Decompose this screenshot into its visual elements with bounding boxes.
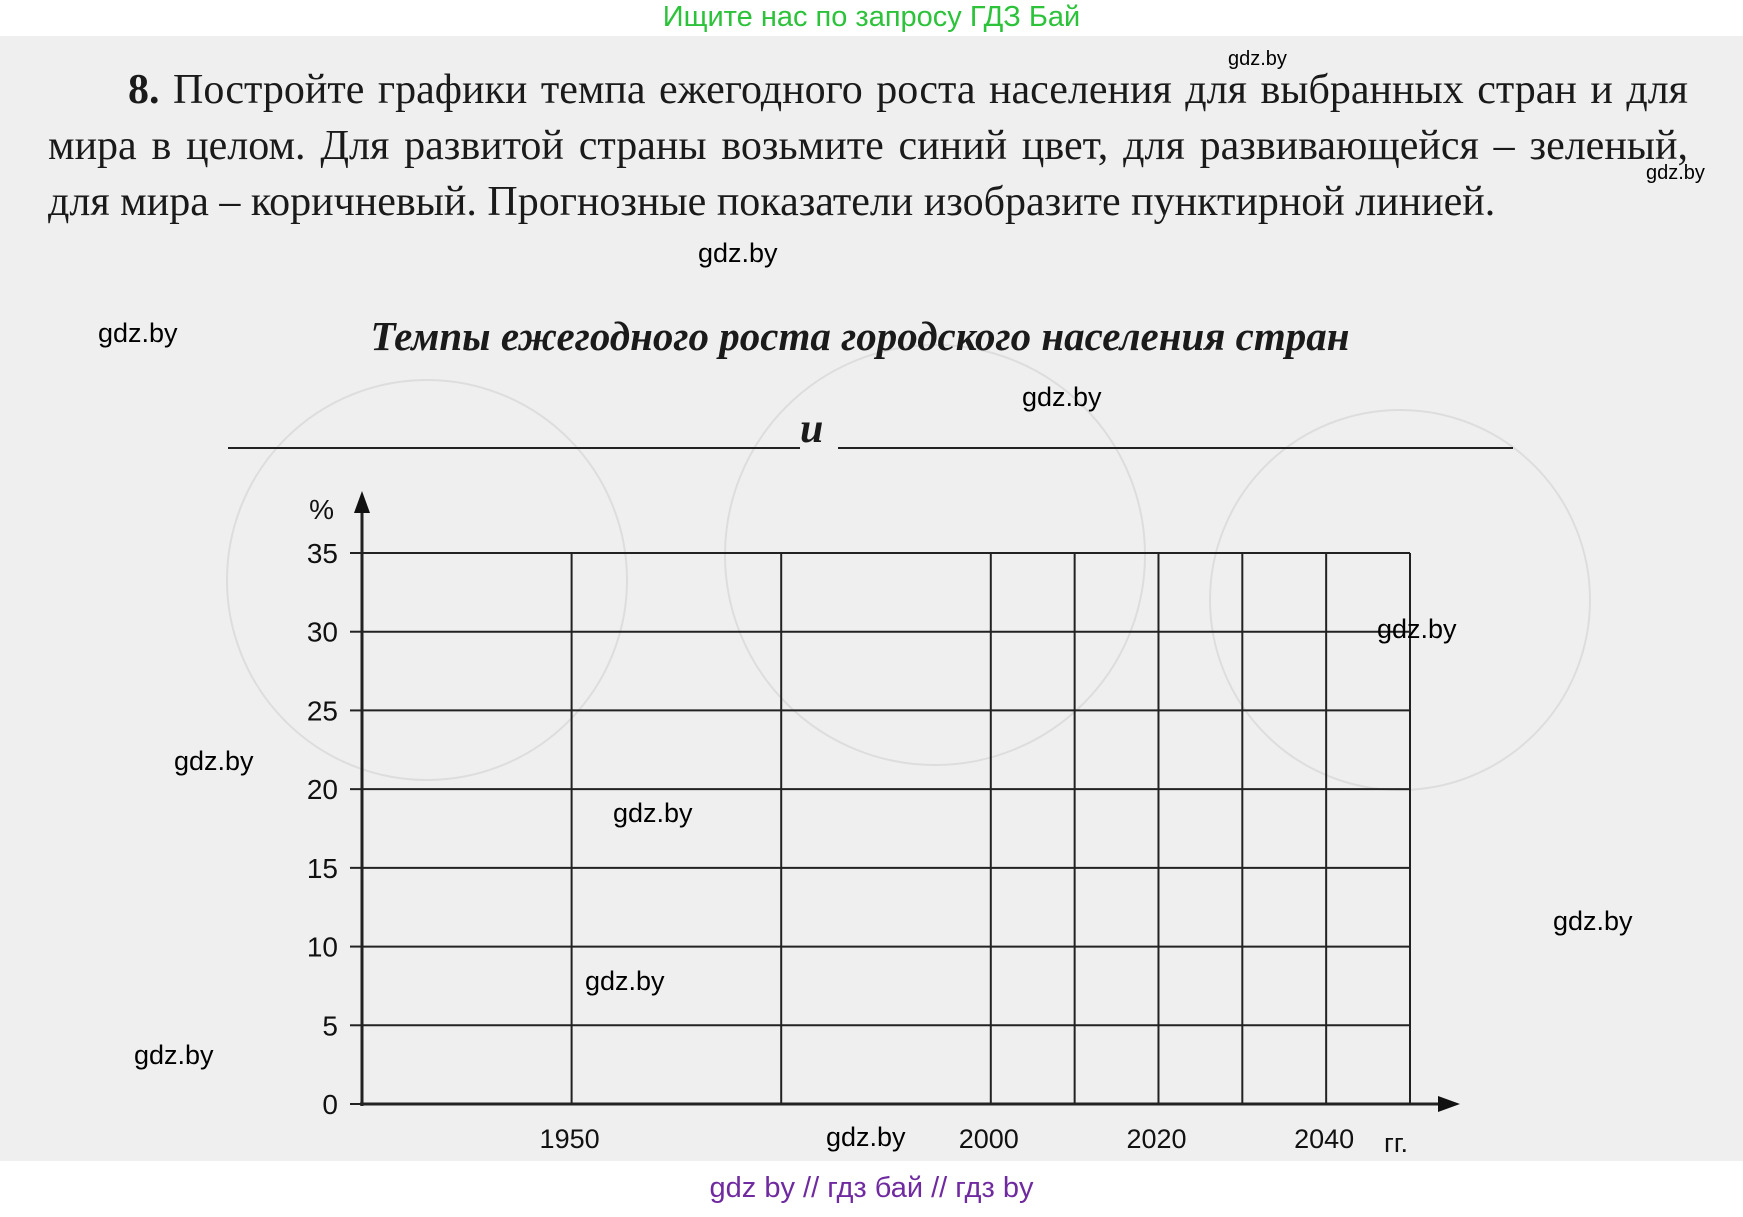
watermark[interactable]: gdz.by xyxy=(613,798,693,828)
y-tick-label: 35 xyxy=(307,538,338,569)
watermark[interactable]: gdz.by xyxy=(1553,906,1633,936)
watermark[interactable]: gdz.by xyxy=(1646,162,1705,184)
bottom-banner[interactable]: gdz by // гдз бай // гдз by xyxy=(709,1172,1034,1204)
x-tick-label: 2000 xyxy=(959,1124,1019,1154)
watermark[interactable]: gdz.by xyxy=(1022,382,1102,412)
task-paragraph: 8. Постройте графики темпа ежегодного ро… xyxy=(48,62,1688,230)
y-tick-label: 0 xyxy=(322,1089,338,1120)
task-text: Постройте графики темпа ежегодного роста… xyxy=(48,67,1688,225)
watermark[interactable]: gdz.by xyxy=(698,238,778,268)
y-axis-arrow xyxy=(354,491,370,513)
watermark[interactable]: gdz.by xyxy=(134,1040,214,1070)
y-tick-label: 25 xyxy=(307,695,338,726)
y-tick-label: 30 xyxy=(307,617,338,648)
chart-title: Темпы ежегодного роста городского населе… xyxy=(370,313,1350,359)
x-axis-arrow xyxy=(1438,1096,1460,1112)
y-tick-label: 10 xyxy=(307,932,338,963)
watermark[interactable]: gdz.by xyxy=(174,746,254,776)
watermark[interactable]: gdz.by xyxy=(585,966,665,996)
watermark[interactable]: gdz.by xyxy=(1228,48,1287,70)
x-tick-label: 2040 xyxy=(1294,1124,1354,1154)
top-banner[interactable]: Ищите нас по запросу ГДЗ Бай xyxy=(662,1,1081,33)
watermark[interactable]: gdz.by xyxy=(1377,614,1457,644)
fill-in-line-left[interactable] xyxy=(228,447,800,449)
y-tick-label: 15 xyxy=(307,853,338,884)
watermark[interactable]: gdz.by xyxy=(826,1122,906,1152)
y-tick-label: 20 xyxy=(307,774,338,805)
x-axis-unit: гг. xyxy=(1384,1128,1408,1158)
conjunction-and: и xyxy=(800,406,824,452)
task-number: 8. xyxy=(128,67,160,113)
watermark[interactable]: gdz.by xyxy=(98,318,178,348)
fill-in-line-right[interactable] xyxy=(838,447,1513,449)
y-tick-label: 5 xyxy=(322,1010,338,1041)
x-tick-label: 2020 xyxy=(1126,1124,1186,1154)
x-tick-label: 1950 xyxy=(540,1124,600,1154)
y-axis-unit: % xyxy=(309,494,334,525)
workbook-page xyxy=(0,36,1743,1161)
